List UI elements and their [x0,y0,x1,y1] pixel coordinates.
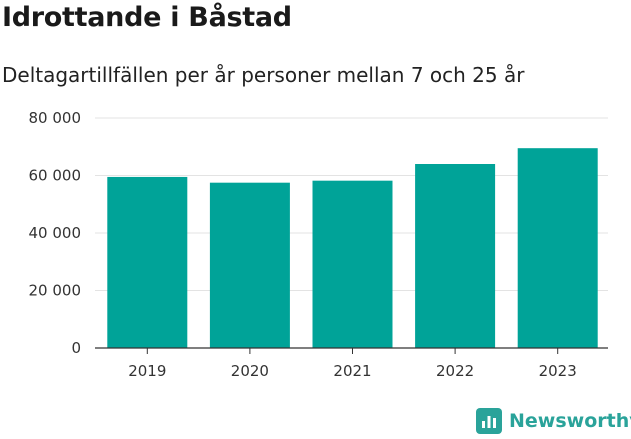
newsworthy-logo: Newsworthy [476,406,631,436]
y-tick-label: 80 000 [29,109,82,127]
y-axis-ticks: 0 20 000 40 000 60 000 80 000 [29,109,82,357]
x-tick-label: 2021 [333,362,371,380]
y-tick-label: 40 000 [29,224,82,242]
bar-chart-logo-icon [476,408,502,434]
x-axis-ticks: 2019 2020 2021 2022 2023 [128,348,577,380]
bar-2022 [415,164,496,348]
x-tick-label: 2019 [128,362,166,380]
y-tick-label: 60 000 [29,167,82,185]
brand-name: Newsworthy [509,410,631,432]
bar-2023 [517,148,598,348]
chart-subtitle: Deltagartillfällen per år personer mella… [2,63,525,87]
bar-2020 [209,182,290,348]
chart-title: Idrottande i Båstad [2,2,292,33]
x-tick-label: 2020 [231,362,269,380]
bar-2019 [107,176,188,348]
y-tick-label: 0 [71,339,81,357]
bar-2021 [312,180,393,348]
bars [107,148,598,348]
x-tick-label: 2023 [539,362,577,380]
y-tick-label: 20 000 [29,282,82,300]
x-tick-label: 2022 [436,362,474,380]
